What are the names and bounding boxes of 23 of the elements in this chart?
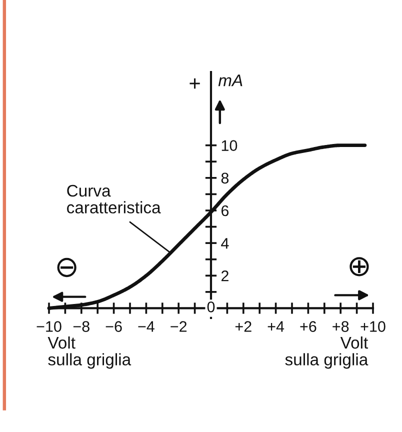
x-tick-label: +6 [300, 321, 316, 332]
y-axis-title: mA [218, 74, 242, 86]
text: Volt sulla griglia [285, 336, 368, 369]
y-tick-label: 2 [221, 270, 228, 282]
y-tick-label: 4 [221, 238, 229, 249]
x-tick-label: +2 [235, 321, 252, 332]
y-tick-label: 8 [221, 172, 229, 184]
x-tick-label: +8 [332, 321, 349, 332]
annotation: ⊕ [350, 257, 369, 276]
x-tick-label: +4 [268, 321, 284, 332]
x-tick-label: −6 [106, 321, 122, 332]
x-tick-label: −8 [73, 321, 90, 332]
annotation: Curva caratteristica [67, 184, 161, 214]
x-tick-label: −2 [170, 321, 187, 332]
x-tick-label: −4 [138, 321, 154, 332]
annotation: ⊖ [57, 258, 76, 278]
x-tick-label: +10 [360, 321, 386, 332]
annotation: + [190, 78, 200, 89]
annotation: 0 [207, 302, 215, 312]
y-tick-label: 6 [222, 205, 229, 216]
y-tick-label: 10 [222, 140, 238, 151]
x-tick-label: −10 [36, 321, 62, 332]
x-axis-title: Volt sulla griglia [48, 336, 132, 369]
